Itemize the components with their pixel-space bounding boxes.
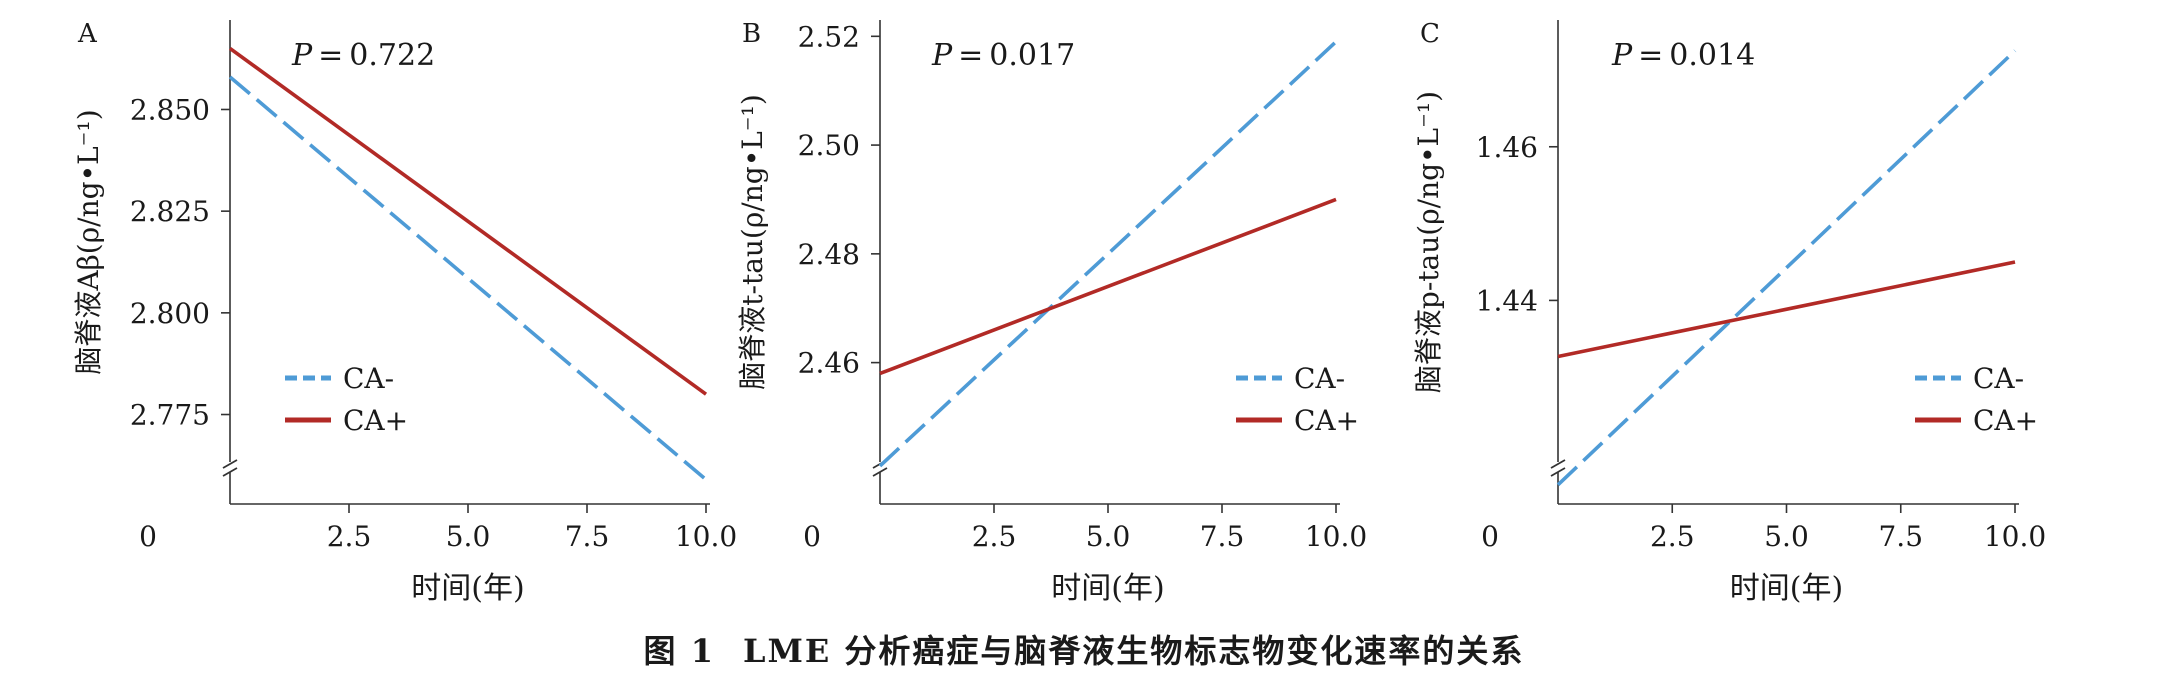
- panel-c: C P = 0.014 1.44 1.46 2.5 5.0 7.5 10.0 0 时间(年) 脑脊液…: [1412, 19, 2046, 606]
- caption-label: 图 1: [643, 632, 715, 670]
- p-value-label: P = 0.014: [1611, 38, 1755, 73]
- p-value-label: P = 0.722: [291, 38, 435, 73]
- axis-break-gap: [222, 462, 238, 472]
- x-axis-label: 时间(年): [411, 571, 524, 606]
- axis-break-mark: [1550, 459, 1566, 469]
- x-tick-label: 10.0: [675, 520, 737, 553]
- y-axis-label: 脑脊液p-tau(ρ/ng•L⁻¹): [1412, 91, 1445, 393]
- x-tick-label: 2.5: [972, 520, 1017, 553]
- y-tick-label: 1.44: [1476, 284, 1538, 317]
- series-line-ca-plus: [228, 47, 708, 396]
- x-tick-label: 5.0: [1086, 520, 1131, 553]
- y-tick-label: 2.850: [130, 93, 210, 126]
- axis-break-mark: [872, 467, 888, 477]
- series-line-ca-plus: [879, 197, 1337, 376]
- panel-b: B P = 0.017 2.46 2.48 2.50 2.52 2.5 5.0 7.5 10.0 0…: [736, 19, 1367, 606]
- panel-letter: A: [77, 19, 98, 49]
- y-tick-label: 2.50: [798, 129, 860, 162]
- p-value-label: P = 0.017: [931, 38, 1075, 73]
- panel-a: A P = 0.722 2.775 2.800 2.825 2.850 2.5 5.0 7.5 1…: [72, 19, 737, 606]
- legend-label: CA-: [1973, 362, 2024, 395]
- y-tick-label: 2.46: [798, 347, 860, 380]
- series-line-ca-minus: [878, 40, 1338, 468]
- x-tick-label: 2.5: [1650, 520, 1695, 553]
- axis-break-mark: [222, 459, 238, 469]
- x-axis-label: 时间(年): [1051, 571, 1164, 606]
- x-tick-label: 5.0: [1764, 520, 1809, 553]
- x-origin-label: 0: [1481, 520, 1499, 553]
- legend-label: CA-: [343, 362, 394, 395]
- x-tick-label: 10.0: [1984, 520, 2046, 553]
- x-tick-label: 7.5: [1200, 520, 1245, 553]
- y-tick-label: 2.52: [798, 20, 860, 53]
- y-tick-label: 2.825: [130, 195, 210, 228]
- series-line-ca-minus: [1556, 49, 2017, 487]
- legend-label: CA+: [1973, 404, 2038, 437]
- figure-caption: 图 1 LME 分析癌症与脑脊液生物标志物变化速率的关系: [0, 626, 2168, 672]
- panel-letter: B: [742, 19, 761, 49]
- series-line-ca-plus: [1557, 260, 2016, 359]
- x-tick-label: 2.5: [327, 520, 372, 553]
- axis-break-gap: [872, 462, 888, 472]
- y-tick-label: 2.48: [798, 238, 860, 271]
- x-tick-label: 7.5: [565, 520, 610, 553]
- panel-letter: C: [1420, 19, 1440, 49]
- axis-break-gap: [1550, 462, 1566, 472]
- y-axis-label: 脑脊液Aβ(ρ/ng•L⁻¹): [72, 109, 105, 374]
- legend-label: CA+: [343, 404, 408, 437]
- legend-label: CA-: [1294, 362, 1345, 395]
- legend-label: CA+: [1294, 404, 1359, 437]
- x-tick-label: 10.0: [1305, 520, 1367, 553]
- x-origin-label: 0: [139, 520, 157, 553]
- x-tick-label: 7.5: [1878, 520, 1923, 553]
- y-axis-label: 脑脊液t-tau(ρ/ng•L⁻¹): [736, 94, 769, 390]
- y-tick-label: 1.46: [1476, 131, 1538, 164]
- y-tick-label: 2.800: [130, 297, 210, 330]
- y-tick-label: 2.775: [130, 399, 210, 432]
- x-origin-label: 0: [803, 520, 821, 553]
- axis-break-mark: [1550, 467, 1566, 477]
- axis-break-mark: [222, 467, 238, 477]
- x-axis-label: 时间(年): [1730, 571, 1843, 606]
- x-tick-label: 5.0: [446, 520, 491, 553]
- caption-text: LME 分析癌症与脑脊液生物标志物变化速率的关系: [742, 632, 1525, 670]
